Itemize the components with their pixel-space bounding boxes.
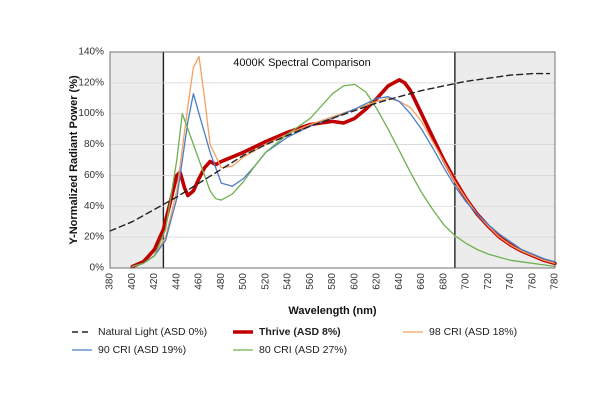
x-tick-label: 620 — [372, 273, 383, 290]
x-tick-label: 720 — [483, 273, 494, 290]
y-tick-labels: 0% 20% 40% 60% 80% 100% 120% 140% — [78, 47, 104, 274]
y-tick-label: 40% — [84, 201, 104, 212]
y-tick-label: 0% — [90, 263, 105, 274]
chart-title: 4000K Spectral Comparison — [233, 57, 371, 69]
series-line-0 — [109, 72, 551, 232]
legend-label-0: Natural Light (ASD 0%) — [98, 326, 207, 338]
y-tick-label: 100% — [78, 108, 104, 119]
x-tick-label: 540 — [283, 273, 294, 290]
y-tick-label: 120% — [78, 77, 104, 88]
x-tick-label: 460 — [194, 273, 205, 290]
x-tick-label: 420 — [149, 273, 160, 290]
x-tick-label: 380 — [105, 273, 116, 290]
x-tick-label: 440 — [171, 273, 182, 290]
legend-label-3: 90 CRI (ASD 19%) — [98, 344, 186, 356]
y-axis-title: Y-Normalized Radiant Power (%) — [68, 75, 80, 245]
x-tick-label: 580 — [327, 273, 338, 290]
x-tick-label: 780 — [550, 273, 561, 290]
y-tick-label: 20% — [84, 232, 104, 243]
x-tick-label: 760 — [527, 273, 538, 290]
x-tick-label: 700 — [461, 273, 472, 290]
x-axis-title: Wavelength (nm) — [288, 305, 377, 317]
legend-label-1: Thrive (ASD 8%) — [259, 326, 341, 338]
y-tick-label: 60% — [84, 170, 104, 181]
plot-frame — [109, 51, 556, 269]
x-tick-label: 680 — [438, 273, 449, 290]
legend: Natural Light (ASD 0%) Thrive (ASD 8%) 98 … — [72, 326, 517, 356]
y-tick-label: 80% — [84, 139, 104, 150]
x-tick-label: 560 — [305, 273, 316, 290]
x-tick-label: 600 — [349, 273, 360, 290]
legend-label-2: 98 CRI (ASD 18%) — [429, 326, 517, 338]
shaded-region-1 — [454, 52, 555, 268]
x-tick-label: 520 — [260, 273, 271, 290]
x-tick-label: 480 — [216, 273, 227, 290]
x-tick-label: 660 — [416, 273, 427, 290]
series-lines — [109, 55, 557, 269]
x-tick-labels: 380 400 420 440 460 480 500 520 540 560 580 600 620 6… — [105, 273, 561, 290]
series-line-4 — [131, 83, 556, 268]
shaded-region-0 — [110, 52, 164, 268]
y-tick-label: 140% — [78, 47, 104, 58]
series-line-3 — [131, 93, 556, 268]
x-tick-label: 400 — [127, 273, 138, 290]
legend-label-4: 80 CRI (ASD 27%) — [259, 344, 347, 356]
x-tick-label: 740 — [505, 273, 516, 290]
x-tick-label: 500 — [238, 273, 249, 290]
shaded-regions — [110, 52, 555, 268]
x-tick-label: 640 — [394, 273, 405, 290]
